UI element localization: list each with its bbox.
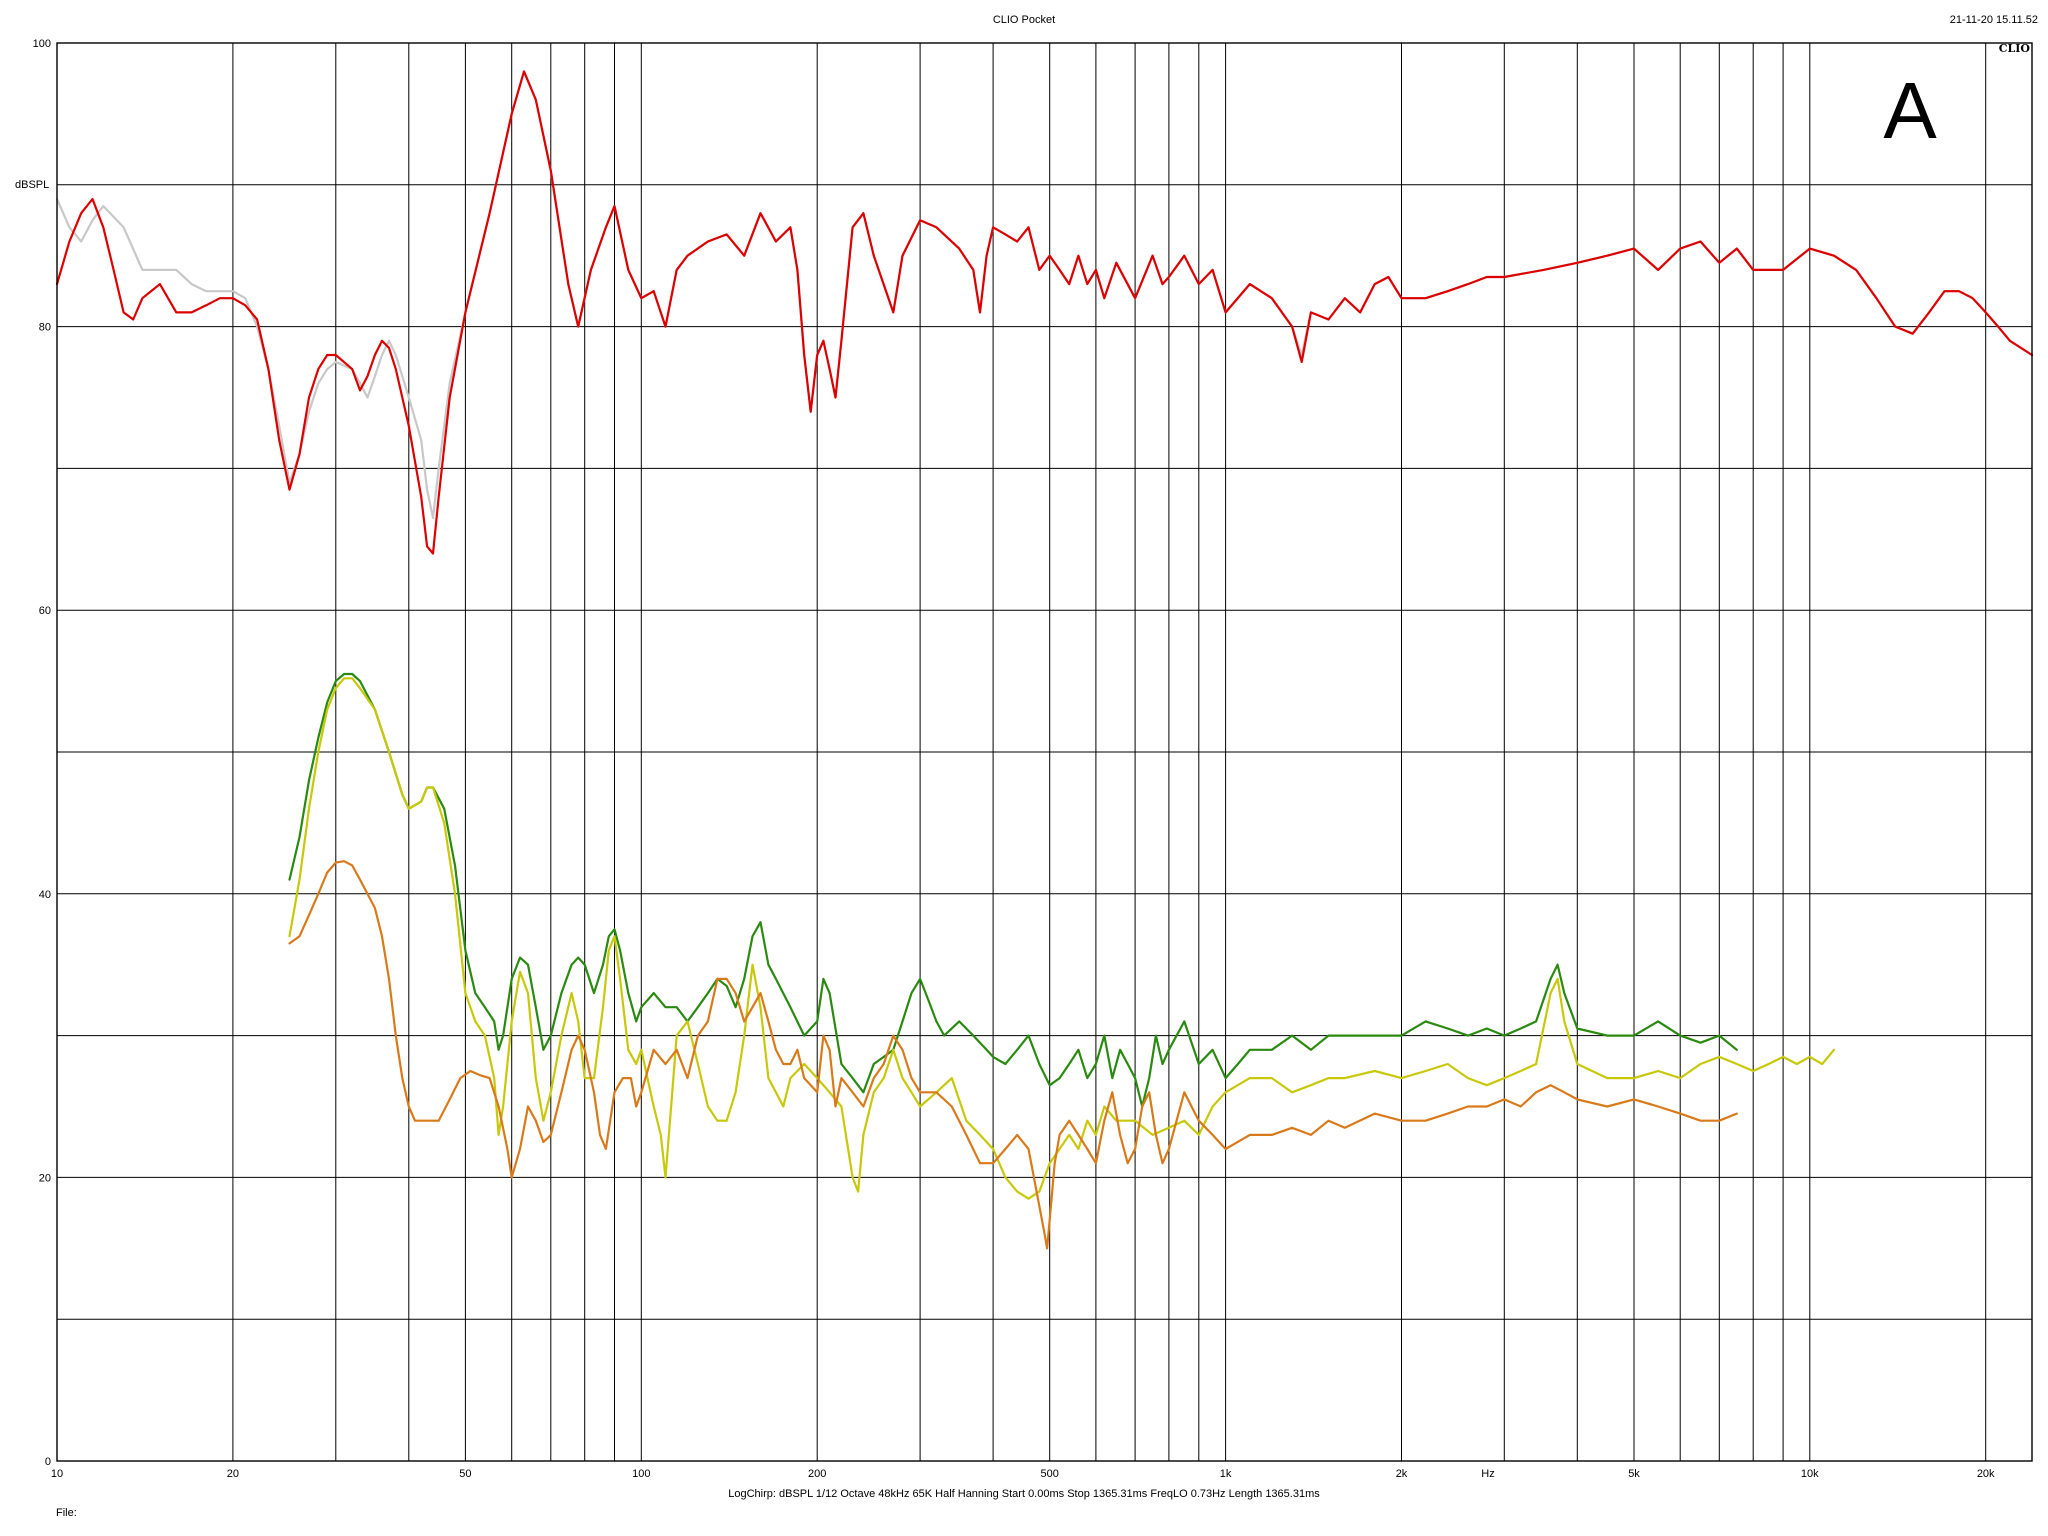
x-tick-label: 20	[227, 1468, 239, 1480]
x-tick-label: 50	[459, 1468, 471, 1480]
clio-logo: CLIO	[1999, 42, 2031, 55]
series-line	[288, 672, 1738, 1108]
y-tick-label: 80	[39, 322, 51, 334]
y-tick-label: 60	[39, 605, 51, 617]
x-tick-label: 10	[51, 1468, 63, 1480]
x-tick-label: 1k	[1220, 1468, 1232, 1480]
series-line	[288, 677, 1836, 1200]
x-tick-label: 2k	[1396, 1468, 1408, 1480]
app-title: CLIO Pocket	[992, 14, 1056, 26]
x-tick-label: 5k	[1628, 1468, 1640, 1480]
x-tick-label: 10k	[1801, 1468, 1819, 1480]
tick-labels: 10 20 50 100 200 500 1k 2k 5k 10k 20k 0 20 40 60 80 100	[33, 38, 1995, 1480]
series-group	[55, 70, 2034, 1250]
measurement-settings: LogChirp: dBSPL 1/12 Octave 48kHz 65K Ha…	[728, 1488, 1320, 1500]
y-axis-label: dBSPL	[15, 179, 49, 191]
y-tick-label: 20	[39, 1172, 51, 1184]
series-line	[55, 70, 2034, 555]
timestamp: 21-11-20 15.11.52	[1949, 14, 2038, 26]
y-tick-label: 0	[45, 1456, 51, 1468]
series-line	[288, 860, 1738, 1250]
panel-letter: A	[1883, 66, 1937, 155]
file-label: File:	[56, 1507, 77, 1519]
x-tick-label: 100	[632, 1468, 650, 1480]
grid	[56, 42, 2032, 1462]
y-tick-label: 100	[33, 38, 51, 50]
x-tick-label: 20k	[1977, 1468, 1995, 1480]
x-tick-label: 500	[1041, 1468, 1059, 1480]
plot-frame	[56, 42, 2033, 1462]
x-tick-label: 200	[808, 1468, 826, 1480]
series-line	[55, 70, 2034, 520]
x-axis-label: Hz	[1481, 1468, 1494, 1480]
y-tick-label: 40	[39, 889, 51, 901]
